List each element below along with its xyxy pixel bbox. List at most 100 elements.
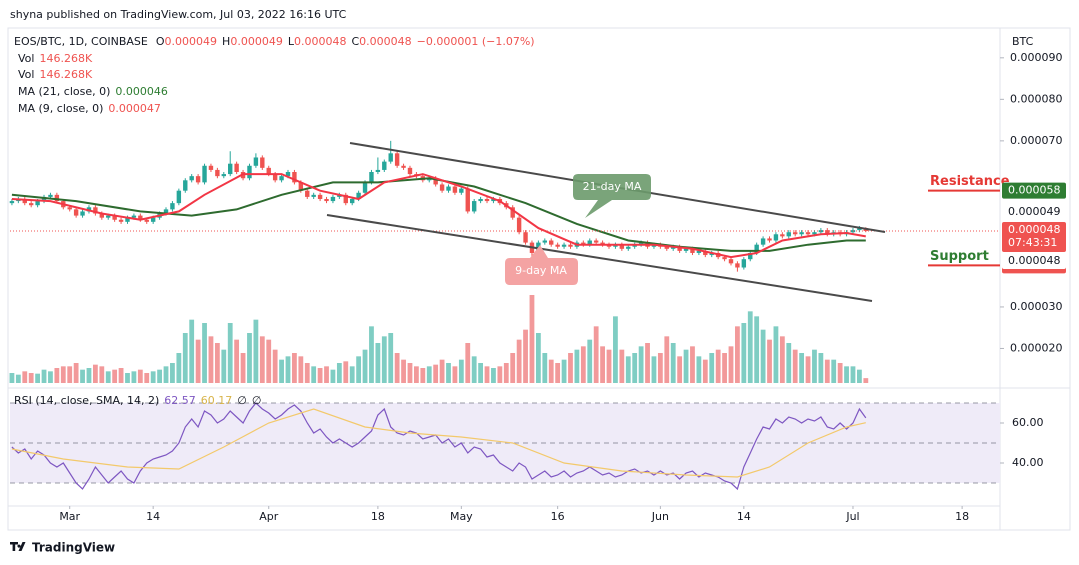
- volume-bar: [613, 316, 618, 383]
- volume-bar: [741, 323, 747, 383]
- candle-body: [324, 198, 329, 202]
- candle-body: [343, 194, 348, 204]
- volume-bar: [458, 359, 464, 383]
- candle-body: [189, 176, 194, 181]
- volume-bar: [683, 349, 689, 383]
- candle-body: [857, 228, 862, 231]
- volume-bar: [471, 356, 477, 383]
- volume-bar: [234, 339, 240, 383]
- price-tag: [1002, 204, 1066, 220]
- candle-body: [478, 198, 483, 202]
- volume-bar: [503, 363, 509, 383]
- candle-body: [356, 192, 361, 199]
- volume-bar: [844, 366, 849, 383]
- price-tag-label: 0.000049: [1008, 205, 1061, 218]
- volume-bar: [118, 368, 124, 383]
- candle-body: [767, 238, 772, 241]
- volume-bar: [259, 336, 265, 383]
- volume-bar: [555, 363, 561, 383]
- volume-bar: [86, 368, 92, 383]
- x-tick-label: Apr: [259, 510, 279, 523]
- volume-bar: [182, 333, 188, 383]
- y-tick-label: 60.00: [1012, 416, 1044, 429]
- candle-body: [427, 178, 432, 181]
- volume-bar: [170, 363, 175, 383]
- candle-body: [272, 174, 278, 181]
- volume-bar: [433, 364, 439, 383]
- candle-body: [568, 244, 573, 247]
- volume-bar: [362, 349, 368, 383]
- volume-bar: [195, 339, 201, 383]
- candle-body: [735, 263, 740, 268]
- rsi-extra: ∅: [237, 394, 247, 407]
- volume-bar: [131, 371, 137, 383]
- ohlc-value: 0.000049: [165, 35, 218, 48]
- volume-bar: [587, 339, 593, 383]
- candle-body: [394, 153, 400, 166]
- symbol-legend: EOS/BTC, 1D, COINBASE O0.000049 H0.000049 L…: [14, 35, 535, 48]
- level-tag-label: 0.000058: [1008, 184, 1061, 197]
- volume-bar: [568, 353, 573, 383]
- volume-bar: [35, 373, 41, 383]
- candle-body: [510, 207, 515, 218]
- volume-bar: [349, 366, 355, 383]
- volume-bar: [638, 346, 644, 383]
- candle-body: [67, 207, 72, 210]
- volume-bar: [574, 349, 580, 383]
- indicator-value: 0.000047: [108, 102, 161, 115]
- volume-bar: [593, 326, 599, 383]
- candle-body: [542, 240, 548, 243]
- candle-body: [183, 180, 188, 191]
- x-tick-label: Mar: [59, 510, 80, 523]
- candle-body: [54, 194, 60, 202]
- candle-body: [106, 215, 111, 218]
- volume-bar: [15, 374, 21, 383]
- volume-bar: [446, 363, 451, 383]
- volume-bar: [163, 366, 169, 383]
- candle-body: [471, 201, 477, 212]
- volume-bar: [324, 366, 329, 383]
- volume-bar: [54, 368, 60, 383]
- volume-bar: [150, 371, 156, 383]
- logo-mark: [10, 542, 26, 551]
- y-tick-label: 0.000030: [1010, 300, 1063, 313]
- candle-body: [112, 215, 117, 220]
- candle-body: [202, 165, 207, 183]
- volume-bar: [516, 339, 522, 383]
- candle-body: [452, 186, 458, 193]
- indicator-value: 0.000046: [115, 85, 168, 98]
- volume-bar: [144, 373, 150, 383]
- candle-body: [144, 219, 149, 222]
- callout-text: 21-day MA: [583, 180, 642, 193]
- logo: TradingView: [10, 541, 115, 555]
- volume-bar: [317, 368, 323, 383]
- currency: BTC: [1012, 35, 1034, 48]
- volume-bar: [414, 366, 419, 383]
- candle-body: [555, 244, 560, 247]
- ohlc-label: O: [156, 35, 165, 48]
- y-tick-label: 0.000070: [1010, 134, 1063, 147]
- indicator-legend: MA (21, close, 0) 0.000046: [18, 85, 168, 98]
- volume-bar: [702, 359, 708, 383]
- volume-bar: [625, 356, 631, 383]
- volume-bar: [247, 333, 252, 383]
- volume-bar: [253, 319, 259, 383]
- rsi-legend: RSI (14, close, SMA, 14, 2) 62.57 60.17 ∅ ∅: [14, 394, 261, 407]
- volume-bar: [343, 361, 349, 383]
- volume-bar: [760, 329, 766, 383]
- candle-body: [28, 203, 34, 206]
- volume-bar: [779, 336, 785, 383]
- candle-body: [131, 215, 137, 218]
- volume-bar: [491, 368, 496, 383]
- indicator-value: 146.268K: [39, 52, 92, 65]
- volume-bar: [336, 363, 342, 383]
- price-tag: [1002, 253, 1066, 269]
- candle-body: [741, 259, 747, 268]
- candle-body: [279, 176, 284, 181]
- candle-body: [362, 182, 368, 193]
- candle-body: [626, 246, 631, 249]
- candle-body: [195, 176, 201, 183]
- ohlc-value: 0.000049: [230, 35, 283, 48]
- candle-body: [664, 246, 669, 249]
